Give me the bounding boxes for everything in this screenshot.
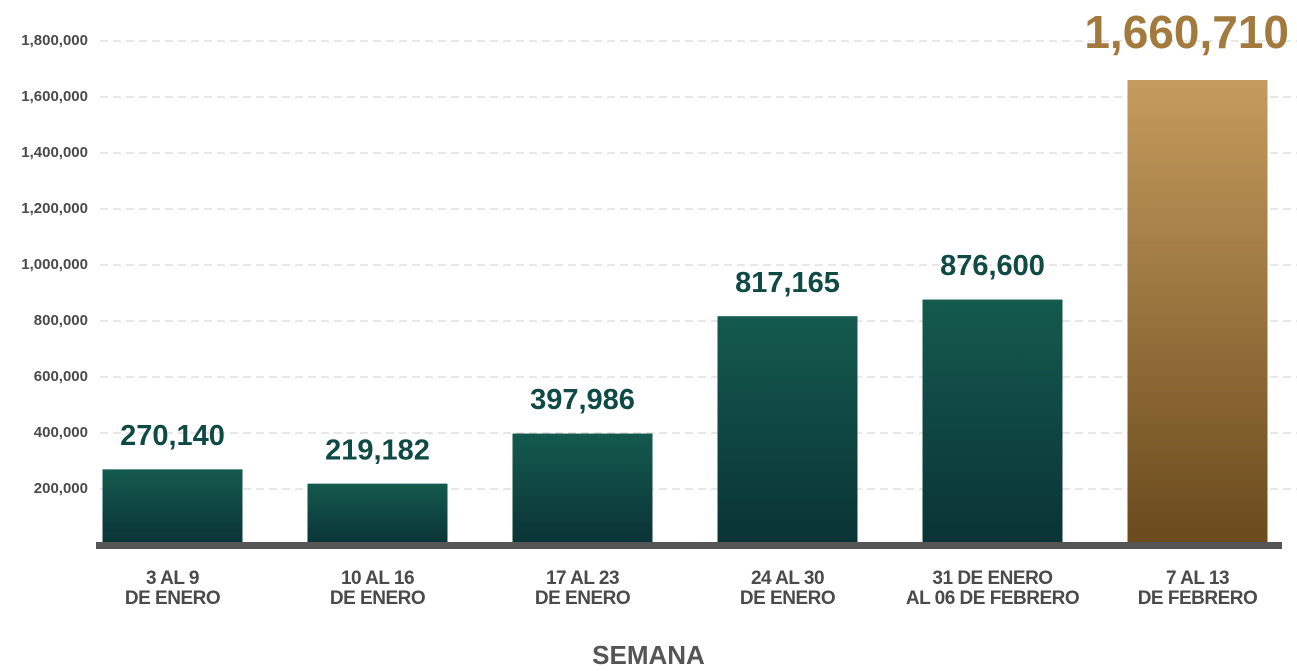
y-tick-label: 1,800,000 (21, 32, 88, 49)
y-tick-label: 400,000 (34, 424, 88, 441)
bar (718, 316, 858, 545)
x-tick-label: 24 AL 30 DE ENERO (688, 569, 888, 609)
data-label: 397,986 (530, 384, 635, 416)
y-tick-label: 1,600,000 (21, 88, 88, 105)
bar (1128, 80, 1268, 545)
bar (308, 484, 448, 545)
y-tick-label: 200,000 (34, 480, 88, 497)
y-tick-label: 1,200,000 (21, 200, 88, 217)
y-tick-label: 800,000 (34, 312, 88, 329)
bar (923, 300, 1063, 545)
data-label: 876,600 (940, 250, 1045, 282)
x-tick-label: 31 DE ENERO AL 06 DE FEBRERO (893, 569, 1093, 609)
x-tick-label: 10 AL 16 DE ENERO (278, 569, 478, 609)
data-label: 219,182 (325, 434, 430, 466)
y-tick-label: 600,000 (34, 368, 88, 385)
data-label: 1,660,710 (1084, 6, 1289, 58)
bar (103, 469, 243, 545)
y-tick-label: 1,000,000 (21, 256, 88, 273)
x-tick-label: 3 AL 9 DE ENERO (73, 569, 273, 609)
x-axis-label: SEMANA (0, 640, 1297, 671)
data-label: 817,165 (735, 267, 840, 299)
x-tick-label: 17 AL 23 DE ENERO (483, 569, 683, 609)
x-tick-label: 7 AL 13 DE FEBRERO (1098, 569, 1297, 609)
data-label: 270,140 (120, 420, 225, 452)
y-tick-label: 1,400,000 (21, 144, 88, 161)
x-axis-line (96, 542, 1282, 549)
bar (513, 434, 653, 545)
